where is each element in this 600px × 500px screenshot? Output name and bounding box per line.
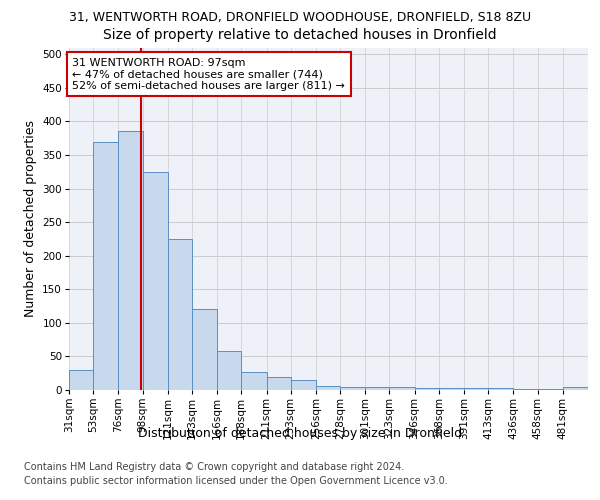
Bar xyxy=(93,142,118,390)
Bar xyxy=(389,386,415,390)
Text: 31, WENTWORTH ROAD, DRONFIELD WOODHOUSE, DRONFIELD, S18 8ZU: 31, WENTWORTH ROAD, DRONFIELD WOODHOUSE,… xyxy=(69,11,531,24)
Text: Distribution of detached houses by size in Dronfield: Distribution of detached houses by size … xyxy=(138,428,462,440)
Bar xyxy=(415,388,439,390)
Bar xyxy=(241,372,266,390)
Y-axis label: Number of detached properties: Number of detached properties xyxy=(24,120,37,318)
Bar xyxy=(118,132,143,390)
Bar xyxy=(488,388,514,390)
Bar xyxy=(316,386,340,390)
Bar xyxy=(340,386,365,390)
Bar xyxy=(365,386,389,390)
Bar xyxy=(168,239,192,390)
Bar xyxy=(290,380,316,390)
Text: 31 WENTWORTH ROAD: 97sqm
← 47% of detached houses are smaller (744)
52% of semi-: 31 WENTWORTH ROAD: 97sqm ← 47% of detach… xyxy=(72,58,345,91)
Bar xyxy=(69,370,93,390)
Bar xyxy=(514,388,538,390)
Bar xyxy=(538,388,563,390)
Text: Contains HM Land Registry data © Crown copyright and database right 2024.: Contains HM Land Registry data © Crown c… xyxy=(24,462,404,472)
Bar xyxy=(192,310,217,390)
Text: Contains public sector information licensed under the Open Government Licence v3: Contains public sector information licen… xyxy=(24,476,448,486)
Bar xyxy=(439,388,464,390)
Bar xyxy=(563,386,588,390)
Text: Size of property relative to detached houses in Dronfield: Size of property relative to detached ho… xyxy=(103,28,497,42)
Bar xyxy=(464,388,488,390)
Bar xyxy=(217,351,241,390)
Bar xyxy=(266,376,290,390)
Bar xyxy=(143,172,168,390)
